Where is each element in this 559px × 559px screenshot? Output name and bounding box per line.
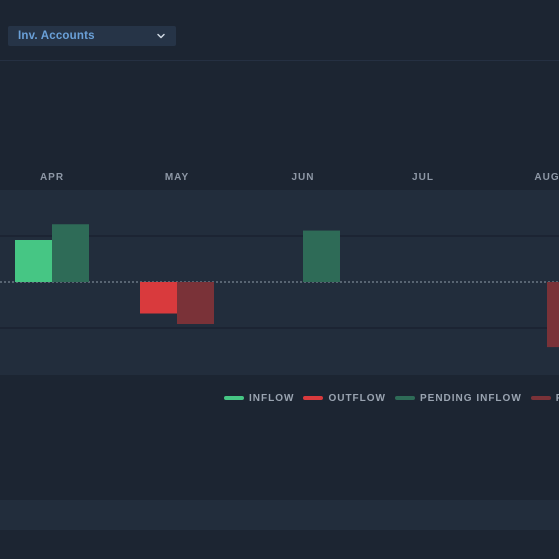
legend-swatch bbox=[303, 396, 324, 400]
footer-band bbox=[0, 500, 559, 530]
x-tick-label: AUG bbox=[534, 172, 559, 183]
legend-swatch bbox=[530, 396, 551, 400]
legend-swatch bbox=[224, 396, 244, 400]
x-tick-label: JUN bbox=[291, 172, 314, 183]
chevron-down-icon bbox=[157, 33, 165, 39]
chart-legend: INFLOW OUTFLOW PENDING INFLOW PENDING OUTFL… bbox=[224, 391, 559, 405]
legend-label: PENDING INFLOW bbox=[419, 392, 522, 404]
header-divider bbox=[0, 60, 559, 61]
legend-item-outflow[interactable]: OUTFLOW bbox=[303, 393, 386, 404]
legend-item-inflow[interactable]: INFLOW bbox=[224, 393, 294, 404]
x-tick-label: MAY bbox=[165, 172, 189, 183]
legend-item-pending-inflow[interactable]: PENDING INFLOW bbox=[394, 392, 522, 404]
x-tick-label: APR bbox=[40, 172, 64, 183]
bar-inflow-apr[interactable] bbox=[15, 240, 52, 282]
x-axis-ticks: APR MAY JUN JUL AUG bbox=[40, 172, 559, 183]
bar-outflow-may[interactable] bbox=[140, 282, 177, 314]
chart-bands bbox=[0, 190, 559, 375]
plot-band bbox=[0, 190, 559, 375]
legend-label: OUTFLOW bbox=[328, 392, 386, 404]
bar-pending-outflow-may[interactable] bbox=[177, 282, 214, 324]
account-selector[interactable]: Inv. Accounts bbox=[8, 26, 176, 46]
legend-label: PENDING OUTFLOW bbox=[556, 393, 559, 404]
cash-flow-chart: APR MAY JUN JUL AUG bbox=[0, 172, 559, 375]
bar-pending-outflow-aug[interactable] bbox=[547, 282, 559, 348]
legend-swatch bbox=[394, 396, 415, 400]
bar-pending-inflow-apr[interactable] bbox=[52, 224, 89, 282]
account-selector-label: Inv. Accounts bbox=[18, 30, 95, 42]
legend-label: INFLOW bbox=[249, 392, 295, 404]
bar-pending-inflow-jun[interactable] bbox=[303, 230, 340, 282]
chart-bars bbox=[15, 224, 559, 348]
legend-item-pending-outflow[interactable]: PENDING OUTFLOW bbox=[530, 393, 559, 404]
x-tick-label: JUL bbox=[412, 172, 434, 183]
